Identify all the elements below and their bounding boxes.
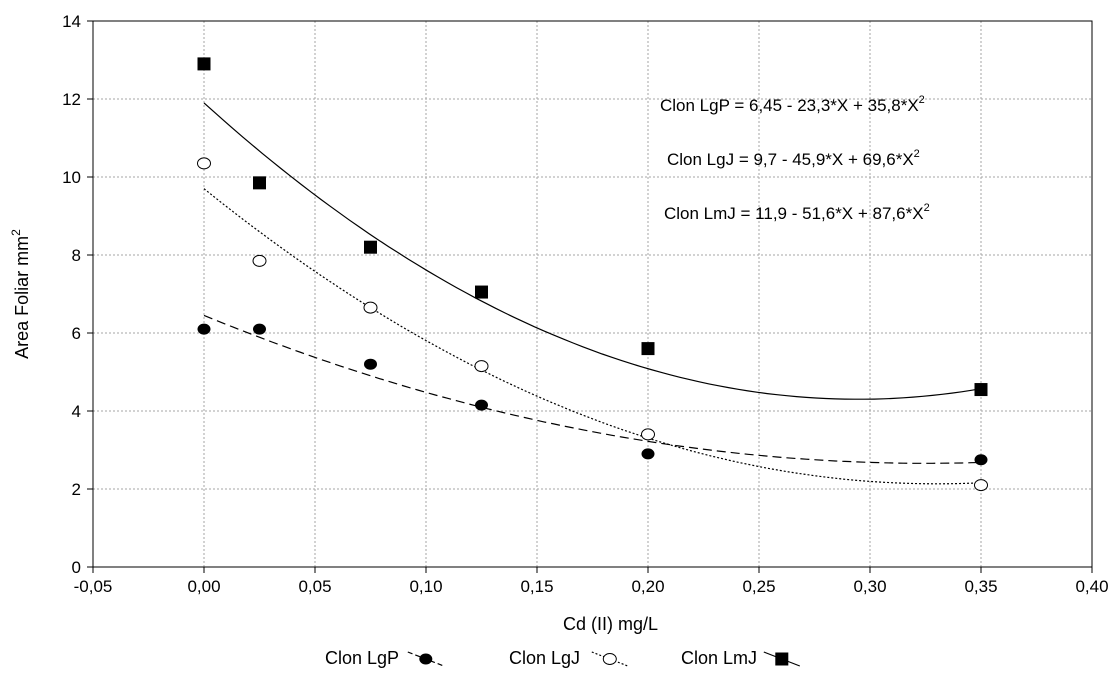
x-tick-label: 0,05	[298, 577, 331, 596]
data-point	[641, 342, 655, 356]
y-axis-title: Area Foliar mm2	[9, 229, 32, 359]
x-tick-label: 0,15	[520, 577, 553, 596]
y-axis-title-text: Area Foliar mm	[12, 236, 32, 359]
fit-equation: Clon LmJ = 11,9 - 51,6*X + 87,6*X2	[664, 202, 930, 223]
fit-curve-clon-lmj	[203, 102, 982, 400]
data-point	[253, 323, 266, 335]
data-point	[364, 240, 377, 254]
y-tick-label: 10	[62, 168, 81, 187]
x-tick-label: 0,25	[742, 577, 775, 596]
axis-ticks: -0,05 0,00 0,05 0,10 0,15 0,20 0,25 0,30 0,35 0,4…	[62, 12, 1108, 596]
y-axis-title-superscript: 2	[9, 229, 23, 236]
data-point	[974, 454, 988, 466]
data-point	[974, 479, 988, 492]
fit-curve-clon-lgj	[203, 188, 982, 485]
data-point	[363, 301, 378, 314]
y-tick-label: 4	[72, 402, 81, 421]
legend-label: Clon LmJ	[681, 648, 757, 668]
equations: Clon LgP = 6,45 - 23,3*X + 35,8*X2 Clon L…	[660, 94, 930, 223]
fit-equation: Clon LgJ = 9,7 - 45,9*X + 69,6*X2	[667, 148, 920, 169]
legend-marker-swatch	[602, 653, 617, 665]
data-point	[364, 358, 377, 370]
data-point	[641, 428, 655, 441]
y-tick-label: 14	[62, 12, 81, 31]
data-point	[974, 383, 988, 397]
y-tick-label: 2	[72, 480, 81, 499]
data-point	[474, 360, 489, 373]
y-tick-label: 0	[72, 558, 81, 577]
fit-equation: Clon LgP = 6,45 - 23,3*X + 35,8*X2	[660, 94, 925, 115]
legend-marker-swatch	[419, 653, 433, 665]
x-axis-title: Cd (II) mg/L	[563, 614, 658, 634]
data-point	[641, 448, 655, 460]
grid	[92, 20, 1093, 568]
data-markers	[197, 57, 988, 492]
legend: Clon LgP Clon LgJ Clon LmJ	[325, 648, 801, 668]
data-point	[475, 399, 488, 411]
x-tick-label: 0,00	[187, 577, 220, 596]
legend-line-swatch	[591, 651, 629, 667]
data-point	[252, 254, 267, 267]
x-tick-label: 0,35	[964, 577, 997, 596]
x-tick-label: 0,10	[409, 577, 442, 596]
x-tick-label: 0,30	[853, 577, 886, 596]
plot-frame	[92, 20, 1093, 568]
data-point	[475, 285, 488, 299]
y-tick-label: 8	[72, 246, 81, 265]
legend-label: Clon LgP	[325, 648, 399, 668]
data-point	[197, 323, 211, 335]
y-tick-label: 6	[72, 324, 81, 343]
x-tick-label: 0,40	[1075, 577, 1108, 596]
data-point	[197, 57, 211, 71]
legend-label: Clon LgJ	[509, 648, 580, 668]
x-tick-label: 0,20	[631, 577, 664, 596]
data-point	[197, 157, 211, 170]
legend-marker-swatch	[775, 652, 789, 666]
fit-curves	[203, 102, 982, 485]
data-point	[253, 176, 266, 190]
fit-curve-clon-lgp	[203, 314, 982, 464]
y-tick-label: 12	[62, 90, 81, 109]
x-tick-label: -0,05	[74, 577, 113, 596]
